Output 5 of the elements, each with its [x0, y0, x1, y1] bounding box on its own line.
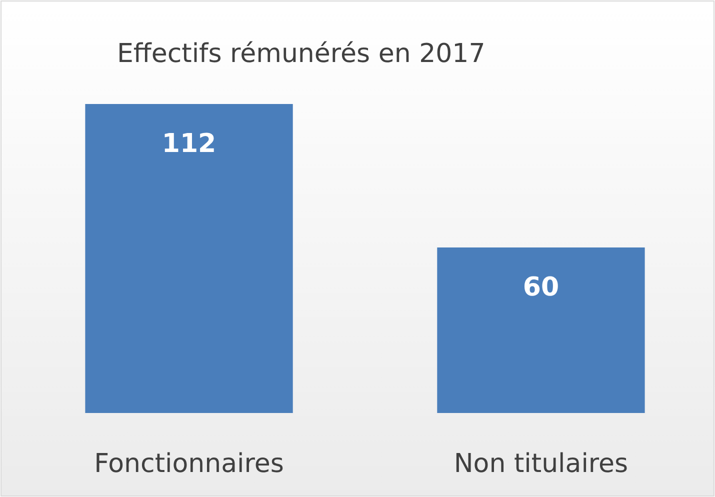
- x-tick-label: Non titulaires: [454, 449, 628, 479]
- x-tick-label: Fonctionnaires: [94, 449, 284, 479]
- chart-title: Effectifs rémunérés en 2017: [117, 39, 486, 69]
- data-label: 60: [522, 272, 560, 302]
- data-label: 112: [162, 129, 216, 159]
